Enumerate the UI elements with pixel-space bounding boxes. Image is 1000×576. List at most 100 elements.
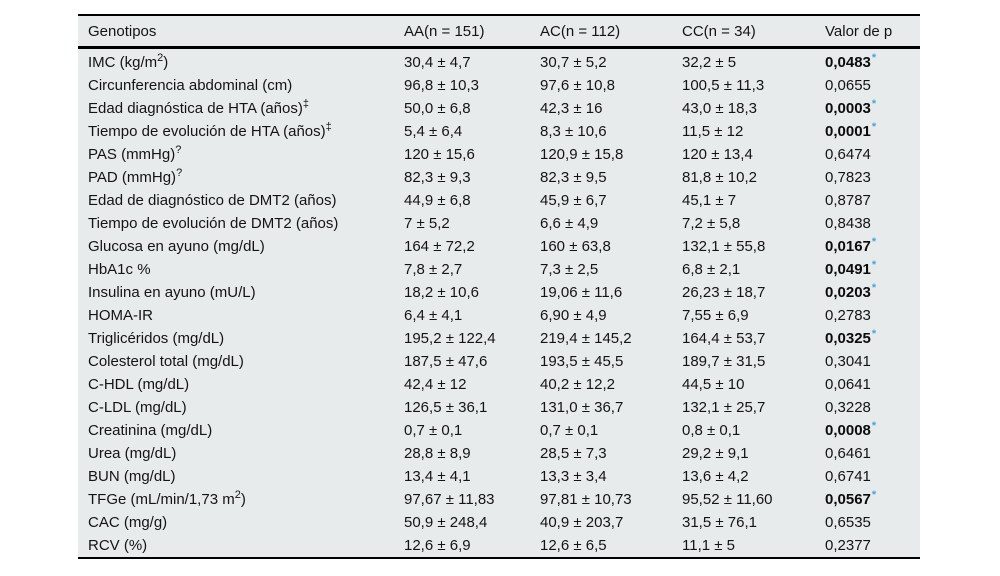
row-label: C-HDL (mg/dL): [78, 373, 404, 396]
significance-asterisk: *: [871, 420, 877, 432]
value-cell: 82,3 ± 9,5: [540, 169, 607, 186]
value-cell: 164 ± 72,2: [404, 238, 475, 255]
p-value: 0,0001: [825, 123, 871, 140]
label-text: PAS (mmHg): [88, 146, 176, 163]
significance-asterisk: *: [871, 236, 877, 248]
value-cell: 12,6 ± 6,9: [404, 537, 471, 554]
label-superscript: ‡: [325, 121, 332, 133]
value-cell: 7,8 ± 2,7: [404, 261, 463, 278]
value-cell: 120 ± 15,6: [404, 146, 475, 163]
p-value: 0,3041: [825, 353, 871, 370]
value-cell: 11,5 ± 12: [682, 123, 744, 140]
value-cell: 96,8 ± 10,3: [404, 77, 479, 94]
label-text: CAC (mg/g): [88, 514, 168, 531]
p-value: 0,6741: [825, 468, 871, 485]
value-cell: 6,4 ± 4,1: [404, 307, 463, 324]
value-cell: 189,7 ± 31,5: [682, 353, 766, 370]
label-text: Colesterol total (mg/dL): [88, 353, 244, 370]
value-cell: 7,55 ± 6,9: [682, 307, 749, 324]
significance-asterisk: *: [871, 489, 877, 501]
row-label: Creatinina (mg/dL): [78, 419, 404, 442]
value-cell: 97,6 ± 10,8: [540, 77, 615, 94]
p-value-cell: 0,6461: [825, 442, 920, 465]
value-cell: 132,1 ± 55,8: [682, 238, 766, 255]
p-value-cell: 0,0008*: [825, 419, 920, 442]
label-text: IMC (kg/m: [88, 54, 158, 71]
value-cell: 44,5 ± 10: [682, 376, 745, 393]
value-cell: 193,5 ± 45,5: [540, 353, 624, 370]
table-row: Edad diagnóstica de HTA (años)‡ 50,0 ± 6,…: [78, 97, 920, 120]
row-label: Tiempo de evolución de DMT2 (años): [78, 212, 404, 235]
value-cell: 7,3 ± 2,5: [540, 261, 599, 278]
p-value-cell: 0,8787: [825, 189, 920, 212]
value-cell: 13,3 ± 3,4: [540, 468, 607, 485]
table-row: TFGe (mL/min/1,73 m2) 97,67 ± 11,83 97,81 …: [78, 488, 920, 511]
p-value-cell: 0,3041: [825, 350, 920, 373]
value-cell: 100,5 ± 11,3: [682, 77, 765, 94]
value-cell: 11,1 ± 5: [682, 537, 735, 554]
value-cell: 0,7 ± 0,1: [404, 422, 463, 439]
label-text: Urea (mg/dL): [88, 445, 177, 462]
value-cell: 187,5 ± 47,6: [404, 353, 488, 370]
p-value: 0,0655: [825, 77, 871, 94]
row-label: Urea (mg/dL): [78, 442, 404, 465]
label-text: ): [240, 491, 246, 508]
label-text: Circunferencia abdominal (cm): [88, 77, 293, 94]
value-cell: 50,0 ± 6,8: [404, 100, 471, 117]
p-value-cell: 0,0167*: [825, 235, 920, 258]
row-label: C-LDL (mg/dL): [78, 396, 404, 419]
value-cell: 45,1 ± 7: [682, 192, 737, 209]
value-cell: 26,23 ± 18,7: [682, 284, 766, 301]
label-text: Glucosa en ayuno (mg/dL): [88, 238, 265, 255]
value-cell: 29,2 ± 9,1: [682, 445, 749, 462]
p-value-cell: 0,7823: [825, 166, 920, 189]
p-value: 0,0003: [825, 100, 871, 117]
p-value: 0,2783: [825, 307, 871, 324]
row-label: HbA1c %: [78, 258, 404, 281]
row-label: Insulina en ayuno (mU/L): [78, 281, 404, 304]
value-cell: 164,4 ± 53,7: [682, 330, 766, 347]
value-cell: 219,4 ± 145,2: [540, 330, 632, 347]
row-label: HOMA-IR: [78, 304, 404, 327]
p-value: 0,7823: [825, 169, 871, 186]
label-superscript: 2: [157, 52, 164, 64]
value-cell: 120 ± 13,4: [682, 146, 753, 163]
table-row: HbA1c % 7,8 ± 2,7 7,3 ± 2,5 6,8 ± 2,1 0,0491…: [78, 258, 920, 281]
label-text: TFGe (mL/min/1,73 m: [88, 491, 235, 508]
header-cc: CC(n = 34): [682, 15, 825, 49]
value-cell: 43,0 ± 18,3: [682, 100, 757, 117]
table-row: Colesterol total (mg/dL) 187,5 ± 47,6 193,…: [78, 350, 920, 373]
p-value: 0,0008: [825, 422, 871, 439]
row-label: Edad de diagnóstico de DMT2 (años): [78, 189, 404, 212]
label-text: Triglicéridos (mg/dL): [88, 330, 225, 347]
table-row: Edad de diagnóstico de DMT2 (años) 44,9 ±…: [78, 189, 920, 212]
p-value: 0,3228: [825, 399, 871, 416]
significance-asterisk: *: [871, 52, 877, 64]
value-cell: 6,8 ± 2,1: [682, 261, 741, 278]
value-cell: 30,7 ± 5,2: [540, 54, 607, 71]
header-valor-de-p: Valor de p: [825, 15, 920, 49]
table-header: Genotipos AA(n = 151) AC(n = 112) CC(n =…: [78, 15, 920, 49]
table-row: PAD (mmHg)? 82,3 ± 9,3 82,3 ± 9,5 81,8 ± 10…: [78, 166, 920, 189]
value-cell: 30,4 ± 4,7: [404, 54, 471, 71]
label-text: C-HDL (mg/dL): [88, 376, 190, 393]
p-value-cell: 0,6474: [825, 143, 920, 166]
row-label: Circunferencia abdominal (cm): [78, 74, 404, 97]
p-value-cell: 0,0001*: [825, 120, 920, 143]
value-cell: 18,2 ± 10,6: [404, 284, 479, 301]
value-cell: 81,8 ± 10,2: [682, 169, 757, 186]
table-row: C-HDL (mg/dL) 42,4 ± 12 40,2 ± 12,2 44,5 ± …: [78, 373, 920, 396]
value-cell: 82,3 ± 9,3: [404, 169, 471, 186]
p-value: 0,6474: [825, 146, 871, 163]
value-cell: 132,1 ± 25,7: [682, 399, 766, 416]
value-cell: 40,2 ± 12,2: [540, 376, 615, 393]
table-row: RCV (%) 12,6 ± 6,9 12,6 ± 6,5 11,1 ± 5 0,237…: [78, 534, 920, 558]
header-genotipos: Genotipos: [78, 15, 404, 49]
value-cell: 195,2 ± 122,4: [404, 330, 496, 347]
table-row: CAC (mg/g) 50,9 ± 248,4 40,9 ± 203,7 31,5 ±…: [78, 511, 920, 534]
value-cell: 28,5 ± 7,3: [540, 445, 607, 462]
row-label: RCV (%): [78, 534, 404, 558]
label-text: Tiempo de evolución de HTA (años): [88, 123, 326, 140]
